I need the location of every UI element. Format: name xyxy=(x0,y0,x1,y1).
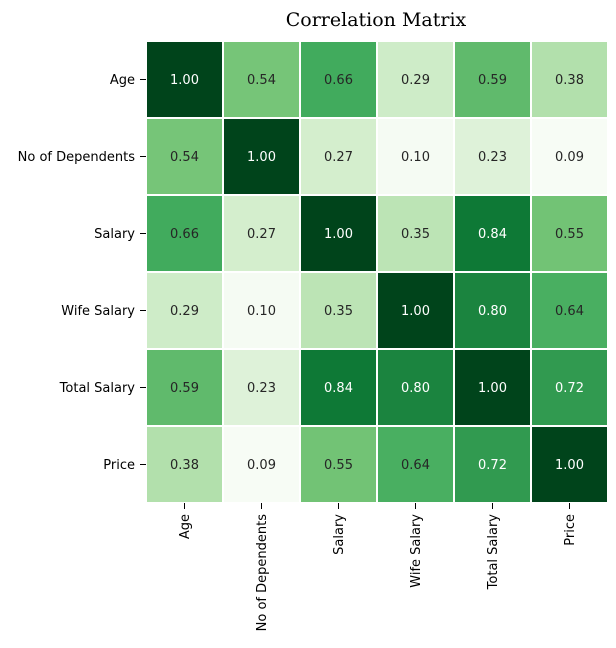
heatmap-cell-wife-salary-price xyxy=(530,271,609,350)
cell-value-label: 0.55 xyxy=(555,227,584,242)
heatmap-cell-wife-salary-total-salary xyxy=(453,271,532,350)
heatmap-cell-age-no-of-dependents xyxy=(222,40,301,119)
cell-value-label: 0.72 xyxy=(555,381,584,396)
cell-value-label: 0.84 xyxy=(324,381,353,396)
cell-value-label: 0.64 xyxy=(555,304,584,319)
cell-value-label: 0.09 xyxy=(247,458,276,473)
heatmap-cell-wife-salary-age xyxy=(145,271,224,350)
cell-value-label: 0.55 xyxy=(324,458,353,473)
cell-value-label: 0.84 xyxy=(478,227,507,242)
heatmap-cell-wife-salary-no-of-dependents xyxy=(222,271,301,350)
heatmap-cell-total-salary-salary xyxy=(299,348,378,427)
cell-value-label: 0.38 xyxy=(555,73,584,88)
heatmap-cell-salary-no-of-dependents xyxy=(222,194,301,273)
heatmap-cell-salary-total-salary xyxy=(453,194,532,273)
y-tick-label-wife-salary: Wife Salary xyxy=(61,304,135,319)
cell-value-label: 0.23 xyxy=(478,150,507,165)
heatmap-cell-no-of-dependents-wife-salary xyxy=(376,117,455,196)
heatmap-cell-total-salary-total-salary xyxy=(453,348,532,427)
cell-value-label: 1.00 xyxy=(478,381,507,396)
heatmap-cell-total-salary-wife-salary xyxy=(376,348,455,427)
cell-value-label: 0.64 xyxy=(401,458,430,473)
cell-value-label: 1.00 xyxy=(170,73,199,88)
cell-value-label: 0.23 xyxy=(247,381,276,396)
cell-value-label: 0.27 xyxy=(324,150,353,165)
y-tick-label-no-of-dependents: No of Dependents xyxy=(18,150,136,165)
cell-value-label: 0.10 xyxy=(401,150,430,165)
x-tick-label-wife-salary: Wife Salary xyxy=(409,514,424,588)
cell-value-label: 0.10 xyxy=(247,304,276,319)
cell-value-label: 0.54 xyxy=(247,73,276,88)
x-tick-label-price: Price xyxy=(563,514,578,546)
heatmap-cell-total-salary-price xyxy=(530,348,609,427)
cell-value-label: 0.27 xyxy=(247,227,276,242)
y-tick-label-total-salary: Total Salary xyxy=(59,381,136,396)
x-axis-ticks: Age No of Dependents Salary Wife Salary Tota… xyxy=(178,503,578,631)
heatmap-cell-salary-price xyxy=(530,194,609,273)
x-tick-label-total-salary: Total Salary xyxy=(486,514,501,591)
heatmap-cell-salary-wife-salary xyxy=(376,194,455,273)
cell-value-label: 0.66 xyxy=(170,227,199,242)
y-tick-label-age: Age xyxy=(110,73,135,88)
chart-title: Correlation Matrix xyxy=(286,9,467,31)
y-tick-label-salary: Salary xyxy=(94,227,135,242)
heatmap-cell-price-price xyxy=(530,425,609,504)
heatmap-cell-wife-salary-wife-salary xyxy=(376,271,455,350)
heatmap-cell-wife-salary-salary xyxy=(299,271,378,350)
cell-value-label: 0.80 xyxy=(478,304,507,319)
heatmap-cell-price-age xyxy=(145,425,224,504)
y-tick-label-price: Price xyxy=(103,458,135,473)
cell-value-label: 1.00 xyxy=(247,150,276,165)
x-tick-label-no-of-dependents: No of Dependents xyxy=(255,514,270,632)
heatmap-cell-no-of-dependents-price xyxy=(530,117,609,196)
cell-value-label: 0.35 xyxy=(324,304,353,319)
y-axis-ticks: Age No of Dependents Salary Wife Salary Tota… xyxy=(18,73,146,473)
x-tick-label-age: Age xyxy=(178,514,193,539)
cell-value-label: 0.72 xyxy=(478,458,507,473)
cell-value-label: 0.80 xyxy=(401,381,430,396)
x-tick-label-salary: Salary xyxy=(332,514,347,555)
cell-value-label: 1.00 xyxy=(401,304,430,319)
cell-value-label: 0.59 xyxy=(170,381,199,396)
cell-value-label: 1.00 xyxy=(324,227,353,242)
cell-value-label: 0.09 xyxy=(555,150,584,165)
heatmap-cell-age-price xyxy=(530,40,609,119)
heatmap-cell-no-of-dependents-no-of-dependents xyxy=(222,117,301,196)
cell-value-label: 0.29 xyxy=(401,73,430,88)
cell-value-label: 0.66 xyxy=(324,73,353,88)
cell-value-label: 0.54 xyxy=(170,150,199,165)
heatmap-cells: 1.00 0.54 0.66 0.29 0.59 0.38 0.54 1.00 0.27 0.10… xyxy=(145,40,609,504)
cell-value-label: 0.38 xyxy=(170,458,199,473)
cell-value-label: 1.00 xyxy=(555,458,584,473)
cell-value-label: 0.59 xyxy=(478,73,507,88)
cell-value-label: 0.29 xyxy=(170,304,199,319)
cell-value-label: 0.35 xyxy=(401,227,430,242)
